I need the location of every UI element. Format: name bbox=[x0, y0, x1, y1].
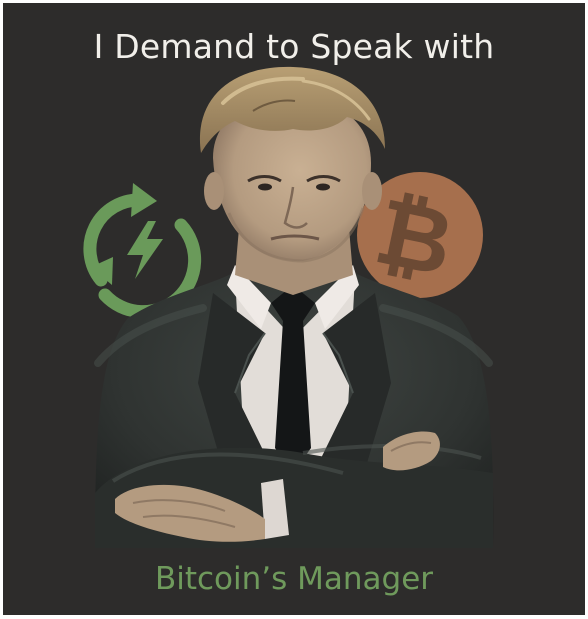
poster-artwork: ₿ bbox=[83, 66, 494, 548]
headline-text: I Demand to Speak with bbox=[93, 27, 495, 66]
man-in-suit-illustration bbox=[94, 66, 494, 548]
green-energy-refresh-icon bbox=[83, 183, 202, 319]
meme-poster: I Demand to Speak with bbox=[3, 3, 585, 615]
bitcoin-manager-caption: Bitcoin’s Manager bbox=[154, 561, 434, 597]
bitcoin-coin-icon: ₿ bbox=[357, 172, 483, 298]
